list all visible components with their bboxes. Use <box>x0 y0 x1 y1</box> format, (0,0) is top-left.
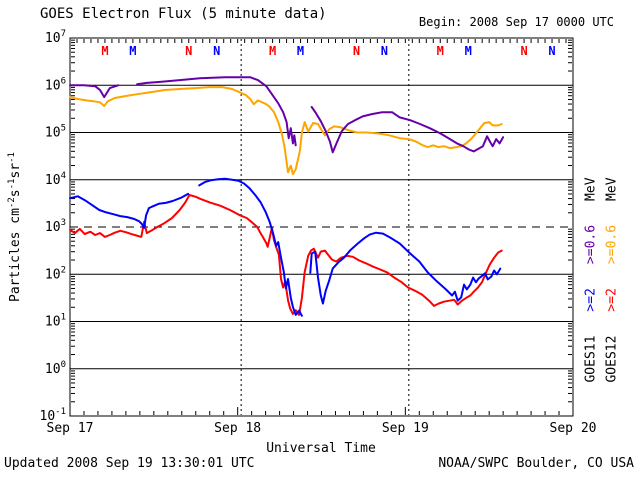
y-tick-label: 105 <box>45 124 66 141</box>
y-tick-label: 102 <box>45 265 66 282</box>
satellite-noon-marker: N <box>548 44 555 58</box>
y-tick-label: 101 <box>45 313 66 330</box>
legend-goes11-2mev-label: >=2 <box>583 288 599 312</box>
satellite-noon-marker: N <box>185 44 192 58</box>
series-goes11-e2mev <box>198 177 303 317</box>
satellite-noon-marker: N <box>520 44 527 58</box>
x-tick-label: Sep 18 <box>214 421 261 436</box>
legend-goes12-2mev-label: >=2 <box>604 288 620 312</box>
satellite-midnight-marker: M <box>129 44 136 58</box>
y-tick-label: 104 <box>45 171 66 188</box>
satellite-midnight-marker: M <box>437 44 444 58</box>
satellite-midnight-marker: M <box>465 44 472 58</box>
legend-goes11-06mev-label: >=0.6 <box>583 224 599 265</box>
legend-goes12-unit: MeV <box>604 177 620 201</box>
legend-goes12-satellite: GOES12 <box>604 335 620 383</box>
legend-goes12-06mev-label: >=0.6 <box>604 224 620 265</box>
x-tick-label: Sep 17 <box>47 421 94 436</box>
begin-label: Begin: 2008 Sep 17 0000 UTC <box>418 15 614 29</box>
plot-border <box>69 37 574 417</box>
satellite-noon-marker: N <box>381 44 388 58</box>
satellite-midnight-marker: M <box>269 44 276 58</box>
satellite-noon-marker: N <box>213 44 220 58</box>
series-goes11-e2mev <box>309 231 502 305</box>
series-goes12-e2mev <box>69 193 503 316</box>
satellite-midnight-marker: M <box>101 44 108 58</box>
series-goes11-e2mev <box>69 192 190 229</box>
series-goes12-e06mev <box>69 86 503 176</box>
legend-goes12: GOES12 >=2 >=0.6 MeV <box>605 177 620 382</box>
x-tick-label: Sep 19 <box>382 421 429 436</box>
y-tick-label: 100 <box>45 360 66 377</box>
series-goes11-e06mev <box>310 106 505 154</box>
y-tick-label: 107 <box>45 29 66 46</box>
legend-goes11-unit: MeV <box>583 177 599 201</box>
footer-source: NOAA/SWPC Boulder, CO USA <box>438 456 634 471</box>
satellite-noon-marker: N <box>353 44 360 58</box>
y-tick-label: 106 <box>45 76 66 93</box>
page-title: GOES Electron Flux (5 minute data) <box>40 6 327 22</box>
x-tick-label: Sep 20 <box>550 421 597 436</box>
satellite-midnight-marker: M <box>297 44 304 58</box>
legend-goes11-satellite: GOES11 <box>583 335 599 383</box>
series-goes11-e06mev <box>136 76 297 147</box>
legend-goes11: GOES11 >=2 >=0.6 MeV <box>584 177 599 382</box>
y-axis-label: Particles cm-2s-1sr-1 <box>6 152 24 302</box>
x-axis-title: Universal Time <box>266 441 376 456</box>
series-goes11-e06mev <box>69 84 120 99</box>
y-tick-label: 103 <box>45 218 66 235</box>
footer-updated: Updated 2008 Sep 19 13:30:01 UTC <box>4 456 255 471</box>
